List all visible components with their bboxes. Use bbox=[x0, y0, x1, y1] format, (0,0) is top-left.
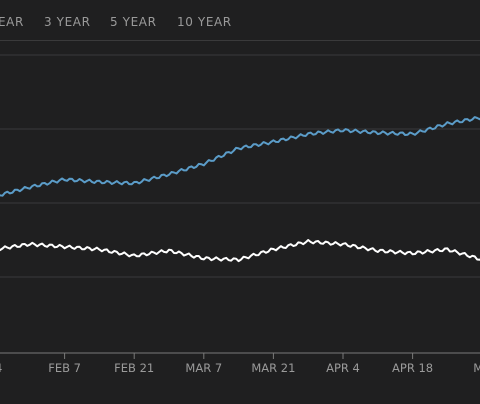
x-tick-label: MAR 7 bbox=[185, 361, 222, 375]
x-tick-label: APR 4 bbox=[326, 361, 360, 375]
series-line bbox=[0, 239, 480, 263]
x-tick-label: FEB 21 bbox=[114, 361, 154, 375]
tab-5-year[interactable]: 5 YEAR bbox=[110, 15, 157, 29]
x-tick-label: 24 bbox=[0, 361, 2, 375]
x-tick-label: MA bbox=[473, 361, 480, 375]
tab-1-year[interactable]: EAR bbox=[0, 15, 24, 29]
time-range-tabs: EAR 3 YEAR 5 YEAR 10 YEAR bbox=[0, 0, 480, 44]
tab-10-year[interactable]: 10 YEAR bbox=[177, 15, 232, 29]
tab-3-year[interactable]: 3 YEAR bbox=[44, 15, 91, 29]
series-line bbox=[0, 116, 480, 197]
x-tick-label: MAR 21 bbox=[251, 361, 295, 375]
tabs-divider bbox=[0, 40, 480, 41]
x-tick-label: FEB 7 bbox=[48, 361, 81, 375]
x-tick-label: APR 18 bbox=[392, 361, 433, 375]
